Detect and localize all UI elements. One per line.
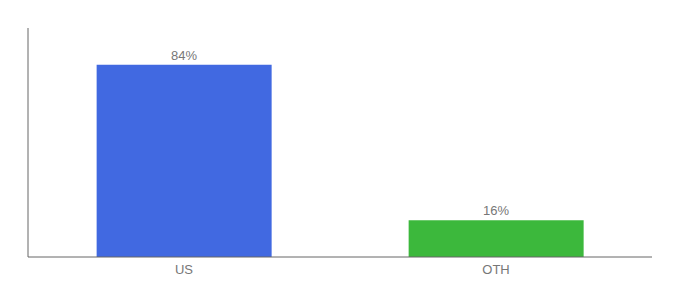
svg-text:OTH: OTH bbox=[482, 262, 509, 277]
svg-text:16%: 16% bbox=[483, 203, 509, 218]
svg-text:84%: 84% bbox=[171, 48, 197, 63]
svg-text:US: US bbox=[175, 262, 193, 277]
